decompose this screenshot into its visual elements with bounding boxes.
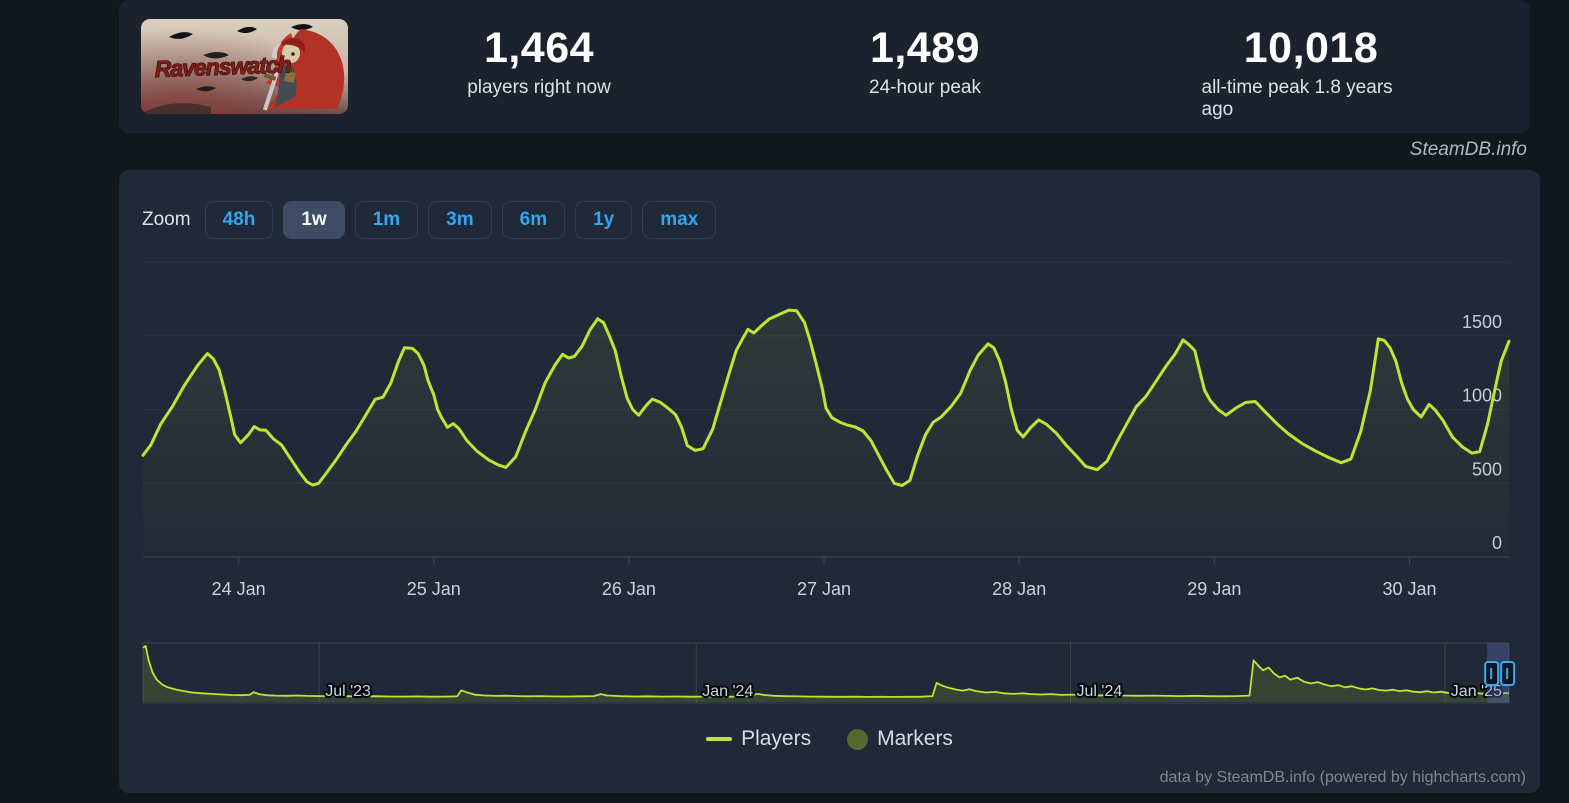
players-area (143, 310, 1509, 557)
legend-label: Markers (877, 727, 953, 750)
x-axis-label: 28 Jan (992, 579, 1046, 599)
x-axis-label: 26 Jan (602, 579, 656, 599)
zoom-button-1y[interactable]: 1y (575, 201, 633, 239)
x-axis-label: 24 Jan (212, 579, 266, 599)
zoom-button-6m[interactable]: 6m (501, 201, 566, 239)
game-banner[interactable]: Ravenswatch (141, 19, 348, 114)
legend-item-players[interactable]: Players (706, 727, 811, 751)
x-axis-label: 30 Jan (1382, 579, 1436, 599)
legend-label: Players (741, 727, 812, 750)
line-swatch-icon (706, 737, 733, 741)
navigator-label: Jul '23 (325, 683, 371, 700)
zoom-button-max[interactable]: max (642, 201, 717, 239)
steamdb-watermark: SteamDB.info (1409, 139, 1527, 160)
navigator-line (142, 645, 1510, 698)
stat-value: 1,464 (483, 24, 595, 72)
y-axis-label: 1500 (1462, 312, 1502, 332)
feather-icons (169, 24, 313, 92)
hooded-character (262, 29, 345, 111)
stat-0: 1,464 players right now (467, 24, 611, 99)
zoom-button-1m[interactable]: 1m (354, 201, 419, 239)
legend-item-markers[interactable]: Markers (847, 727, 953, 751)
x-axis-label: 27 Jan (797, 579, 851, 599)
zoom-button-48h[interactable]: 48h (204, 201, 274, 239)
navigator-label: Jul '24 (1077, 683, 1123, 700)
game-logo-text: Ravenswatch (154, 51, 292, 82)
game-banner-art: Ravenswatch (141, 19, 348, 114)
navigator-label: Jan '24 (702, 683, 753, 700)
chart-legend: Players Markers (119, 727, 1540, 751)
header-panel: Ravenswatch 1,464 players right now 1,489 2… (119, 0, 1530, 133)
stat-value: 1,489 (869, 24, 981, 72)
stat-1: 1,489 24-hour peak (869, 24, 981, 99)
zoom-toolbar: Zoom 48h 1w 1m 3m 6m 1y max (142, 201, 717, 239)
navigator-handle-right[interactable] (1500, 661, 1516, 686)
stat-label: all-time peak 1.8 years ago (1201, 77, 1393, 121)
credits-link[interactable]: data by SteamDB.info (powered by highcha… (1159, 769, 1526, 786)
players-line[interactable] (141, 308, 1511, 487)
circle-swatch-icon (847, 728, 869, 750)
stat-value: 10,018 (1243, 24, 1379, 72)
navigator-handle-left[interactable] (1484, 661, 1500, 686)
navigator-label: Jan '25 (1451, 683, 1502, 700)
zoom-button-3m[interactable]: 3m (428, 201, 492, 239)
zoom-label: Zoom (142, 209, 191, 230)
stat-label: 24-hour peak (869, 77, 981, 99)
x-axis-label: 25 Jan (407, 579, 461, 599)
stat-2: 10,018 all-time peak 1.8 years ago (1202, 24, 1421, 121)
x-axis-label: 29 Jan (1187, 579, 1241, 599)
zoom-button-1w[interactable]: 1w (283, 201, 345, 239)
stat-label: players right now (467, 77, 611, 99)
